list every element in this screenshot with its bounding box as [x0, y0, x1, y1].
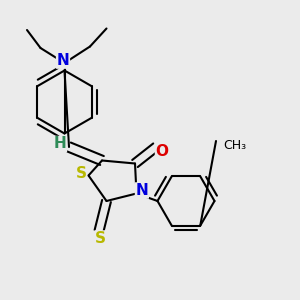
Text: CH₃: CH₃ — [224, 139, 247, 152]
Text: S: S — [95, 231, 106, 246]
Text: H: H — [54, 136, 66, 152]
Text: N: N — [136, 183, 148, 198]
Text: S: S — [76, 167, 86, 182]
Text: O: O — [155, 144, 169, 159]
Text: N: N — [57, 53, 69, 68]
